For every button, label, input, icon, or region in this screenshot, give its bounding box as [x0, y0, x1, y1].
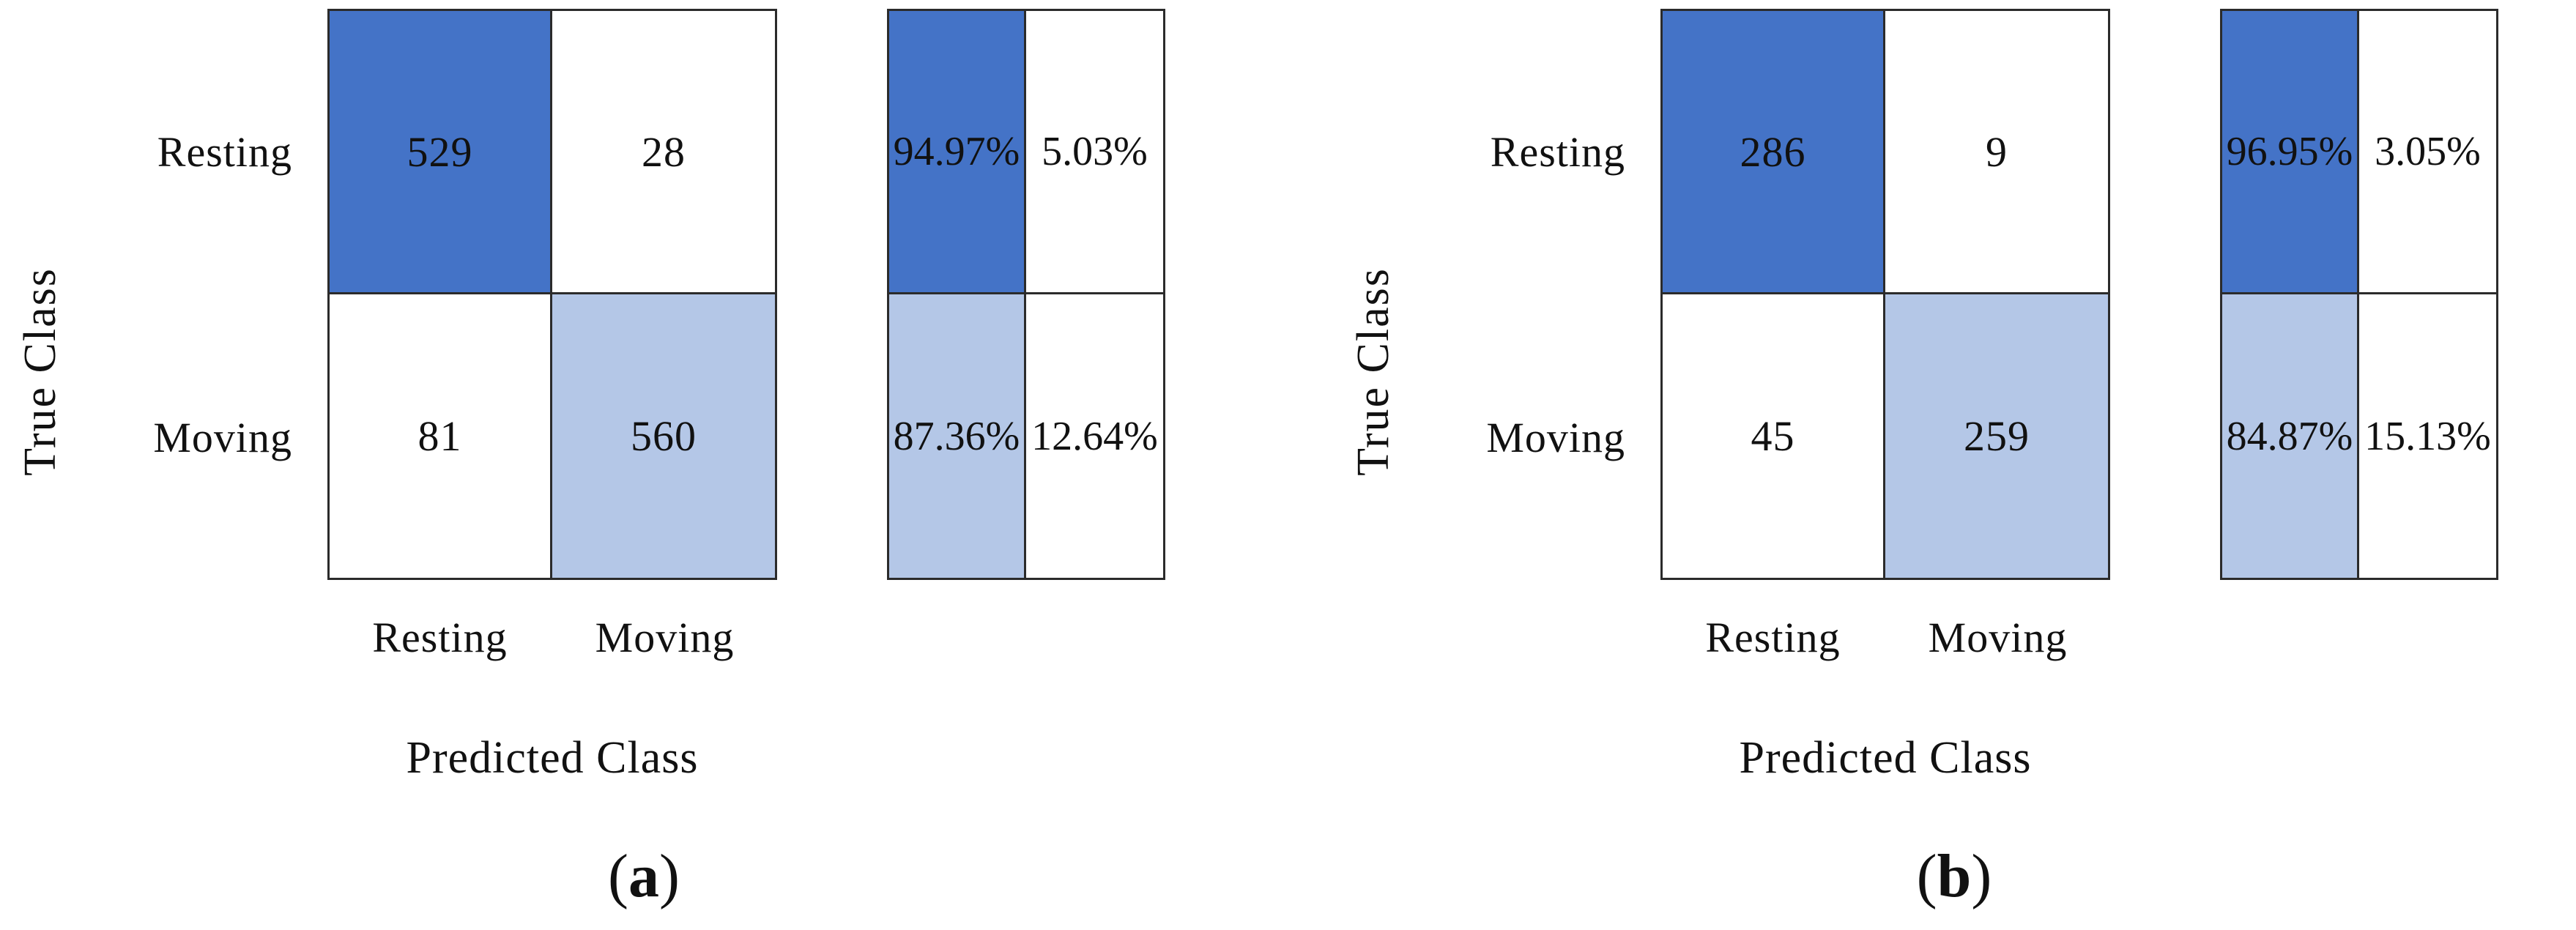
y-axis-title-container: True Class — [0, 9, 81, 580]
col-label-resting: Resting — [372, 613, 508, 661]
percentage-matrix: 94.97% 5.03% 87.36% 12.64% — [887, 9, 1165, 580]
pct-cell-resting-correct: 94.97% — [889, 11, 1026, 294]
count-cell-moving-moving: 560 — [552, 294, 775, 578]
count-cell-resting-moving: 28 — [552, 11, 775, 294]
percentage-matrix: 96.95% 3.05% 84.87% 15.13% — [2220, 9, 2498, 580]
caption-paren-open: ( — [1916, 842, 1937, 910]
count-matrix: 529 28 81 560 — [327, 9, 777, 580]
y-axis-title-container: True Class — [1333, 9, 1414, 580]
confusion-matrix-panel-a: True Class Resting Moving 529 28 81 560 … — [0, 9, 1288, 930]
count-matrix: 286 9 45 259 — [1660, 9, 2110, 580]
count-cell-resting-resting: 286 — [1663, 11, 1885, 294]
pct-cell-resting-wrong: 5.03% — [1026, 11, 1163, 294]
count-cell-moving-resting: 81 — [330, 294, 552, 578]
row-label-resting: Resting — [157, 127, 292, 176]
panel-caption-b: (b) — [1333, 822, 2575, 930]
x-axis-title: Predicted Class — [1739, 733, 2032, 783]
pct-cell-moving-correct: 84.87% — [2222, 294, 2359, 578]
confusion-matrix-panel-b: True Class Resting Moving 286 9 45 259 9… — [1288, 0, 2575, 930]
panel-caption-a: (a) — [0, 822, 1288, 930]
row-labels: Resting Moving — [81, 9, 327, 580]
row-label-resting: Resting — [1490, 127, 1625, 176]
caption-letter: b — [1937, 842, 1972, 910]
col-label-moving: Moving — [595, 613, 735, 661]
pct-cell-resting-correct: 96.95% — [2222, 11, 2359, 294]
y-axis-title: True Class — [1348, 267, 1398, 476]
caption-paren-open: ( — [608, 842, 628, 910]
col-label-moving: Moving — [1928, 613, 2068, 661]
count-cell-moving-resting: 45 — [1663, 294, 1885, 578]
y-axis-title: True Class — [15, 267, 65, 476]
caption-paren-close: ) — [1971, 842, 1992, 910]
pct-cell-resting-wrong: 3.05% — [2359, 11, 2496, 294]
row-labels: Resting Moving — [1414, 9, 1660, 580]
caption-letter: a — [628, 842, 659, 910]
count-cell-resting-moving: 9 — [1885, 11, 2108, 294]
col-label-resting: Resting — [1705, 613, 1841, 661]
pct-cell-moving-correct: 87.36% — [889, 294, 1026, 578]
count-cell-resting-resting: 529 — [330, 11, 552, 294]
x-axis-title: Predicted Class — [406, 733, 699, 783]
pct-cell-moving-wrong: 15.13% — [2359, 294, 2496, 578]
row-label-moving: Moving — [1486, 413, 1625, 461]
caption-paren-close: ) — [659, 842, 680, 910]
column-labels: Resting Moving — [327, 580, 777, 694]
count-cell-moving-moving: 259 — [1885, 294, 2108, 578]
row-label-moving: Moving — [153, 413, 292, 461]
column-labels: Resting Moving — [1660, 580, 2110, 694]
pct-cell-moving-wrong: 12.64% — [1026, 294, 1163, 578]
